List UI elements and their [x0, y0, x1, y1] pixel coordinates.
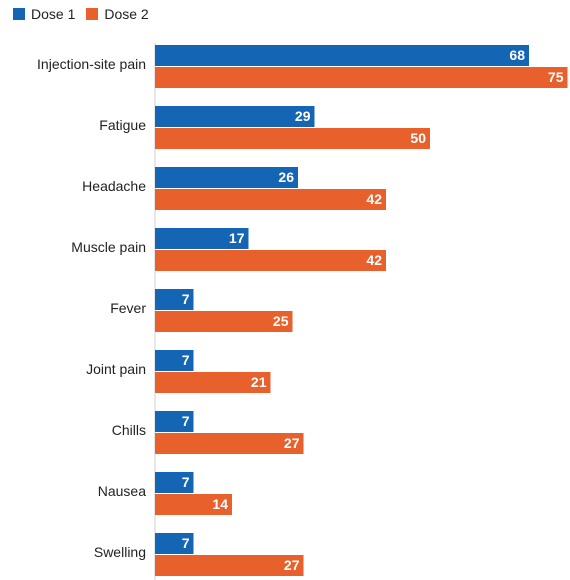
bar-swelling-dose-2 — [155, 555, 304, 576]
bar-nausea-dose-2 — [155, 494, 232, 515]
bar-injection-site-pain-dose-1 — [155, 45, 529, 66]
data-label-fever-dose-2: 25 — [273, 313, 289, 329]
bar-chills-dose-1 — [155, 411, 194, 432]
bar-joint-pain-dose-2 — [155, 372, 271, 393]
bar-headache-dose-1 — [155, 167, 298, 188]
legend-label-dose-2: Dose 2 — [104, 6, 149, 22]
category-label-injection-site-pain: Injection-site pain — [37, 56, 146, 72]
legend-label-dose-1: Dose 1 — [31, 6, 76, 22]
category-label-muscle-pain: Muscle pain — [71, 239, 146, 255]
category-label-nausea: Nausea — [98, 483, 146, 499]
category-label-fever: Fever — [110, 300, 146, 316]
category-label-fatigue: Fatigue — [99, 117, 146, 133]
category-label-headache: Headache — [82, 178, 146, 194]
data-label-muscle-pain-dose-1: 17 — [229, 230, 245, 246]
category-label-swelling: Swelling — [94, 544, 146, 560]
data-label-swelling-dose-2: 27 — [284, 557, 300, 573]
data-label-injection-site-pain-dose-1: 68 — [509, 47, 525, 63]
bar-joint-pain-dose-1 — [155, 350, 194, 371]
data-label-fever-dose-1: 7 — [182, 291, 190, 307]
legend-swatch-dose-2 — [86, 8, 99, 20]
data-label-joint-pain-dose-1: 7 — [182, 352, 190, 368]
bar-muscle-pain-dose-1 — [155, 228, 249, 249]
data-label-nausea-dose-2: 14 — [212, 496, 228, 512]
data-label-injection-site-pain-dose-2: 75 — [548, 69, 564, 85]
bar-nausea-dose-1 — [155, 472, 194, 493]
bar-headache-dose-2 — [155, 189, 386, 210]
bar-injection-site-pain-dose-2 — [155, 67, 568, 88]
data-label-headache-dose-1: 26 — [278, 169, 294, 185]
legend-item-dose-2: Dose 2 — [86, 6, 149, 22]
data-label-chills-dose-1: 7 — [182, 413, 190, 429]
data-label-nausea-dose-1: 7 — [182, 474, 190, 490]
data-label-joint-pain-dose-2: 21 — [251, 374, 267, 390]
data-label-fatigue-dose-1: 29 — [295, 108, 311, 124]
data-label-swelling-dose-1: 7 — [182, 535, 190, 551]
bar-fever-dose-2 — [155, 311, 293, 332]
data-label-chills-dose-2: 27 — [284, 435, 300, 451]
data-label-headache-dose-2: 42 — [366, 191, 382, 207]
bar-chills-dose-2 — [155, 433, 304, 454]
data-label-fatigue-dose-2: 50 — [410, 130, 426, 146]
data-label-muscle-pain-dose-2: 42 — [366, 252, 382, 268]
legend: Dose 1 Dose 2 — [13, 5, 160, 23]
category-label-joint-pain: Joint pain — [86, 361, 146, 377]
category-label-chills: Chills — [112, 422, 146, 438]
bar-fever-dose-1 — [155, 289, 194, 310]
bar-fatigue-dose-1 — [155, 106, 315, 127]
bar-fatigue-dose-2 — [155, 128, 430, 149]
legend-item-dose-1: Dose 1 — [13, 6, 75, 22]
legend-swatch-dose-1 — [13, 8, 25, 20]
bar-swelling-dose-1 — [155, 533, 194, 554]
bar-muscle-pain-dose-2 — [155, 250, 386, 271]
